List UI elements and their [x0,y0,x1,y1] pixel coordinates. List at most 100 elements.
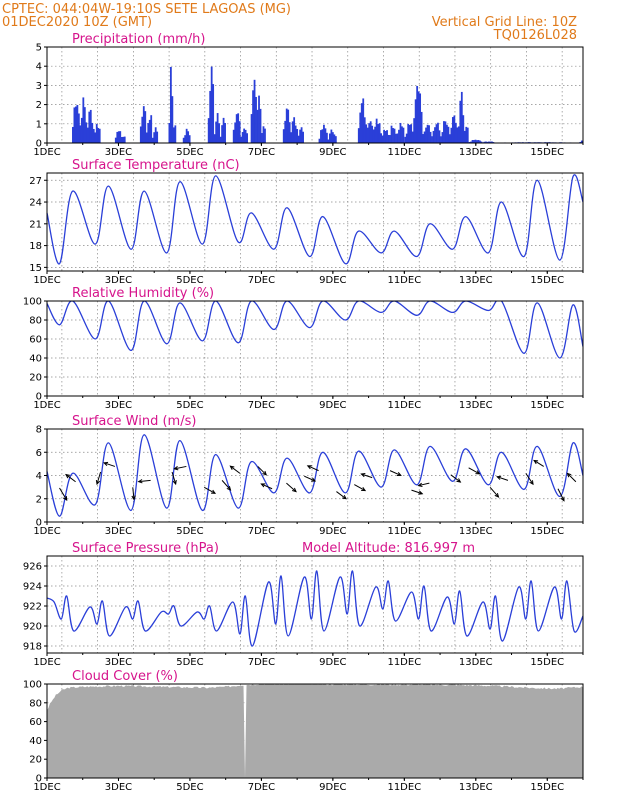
precip-bar [383,129,385,143]
x-tick-label: 9DEC [319,657,346,668]
precip-bar [453,115,456,143]
precip-bar [213,134,216,143]
precip-bar [440,136,442,143]
panel-precip: Precipitation (mm/h) 0 1 2 3 4 5 1DEC 3DEC 5DEC 7D… [33,32,584,158]
wind-arrow-head [260,483,266,488]
precip-bar [207,118,210,143]
precip-bar [184,135,187,143]
wind-arrow-head [311,477,317,482]
y-tick-label: 20 [29,373,42,384]
wind-arrow-shaft [525,473,534,485]
precip-bar [169,66,172,143]
y-tick-label: 18 [29,241,42,252]
x-tick-label: 11DEC [387,275,421,286]
y-tick-label: 924 [23,582,42,593]
precip-bar [89,109,92,143]
precip-bar [386,130,388,143]
wind-arrow-shaft [418,482,430,487]
y-tick-label: 0 [36,392,42,403]
precip-bar [291,121,294,143]
y-tick-label: 6 [36,448,42,459]
precip-bar [378,123,381,143]
x-tick-label: 9DEC [319,275,346,286]
y-tick-label: 918 [23,642,42,653]
precip-bar [215,121,218,143]
wind-arrow-head [131,495,136,501]
panel-temp: Surface Temperature (nC) 15 18 21 24 27 1DEC 3D… [29,158,584,286]
wind-arrow-head [262,470,268,476]
precip-bar [256,109,259,143]
wind-arrow-head [95,479,101,486]
wind-arrow-head [418,490,424,495]
precip-bar [88,111,91,143]
precip-bar [147,123,150,143]
precip-bar [148,119,151,143]
panel-title-pres: Surface Pressure (hPa) [72,541,219,556]
y-tick-label: 80 [29,698,42,709]
series-wind [46,434,584,517]
precip-bar [95,124,98,143]
precip-bar [168,122,171,143]
precip-bar [232,129,235,143]
precip-bar [473,140,475,143]
wind-arrow-shaft [497,476,509,481]
precip-bar [488,141,490,143]
precip-bar [413,118,416,143]
y-tick-label: 5 [36,43,42,54]
panels: Precipitation (mm/h) 0 1 2 3 4 5 1DEC 3DEC 5DEC 7D… [23,32,584,793]
precip-bar [326,132,328,143]
precip-bar [372,129,375,143]
precip-bar [262,126,265,143]
series-rh [47,301,583,359]
precip-bar [450,127,453,143]
precip-bar [238,121,241,143]
y-tick-label: 15 [29,263,42,274]
precip-bar [144,111,147,143]
precip-bar [255,96,257,143]
wind-arrow-shaft [307,465,319,472]
wind-arrow-head [560,496,565,502]
precip-bar [290,132,293,143]
precip-bar [209,90,212,143]
x-tick-label: 5DEC [176,275,203,286]
precip-bar [154,127,157,143]
y-tick-label: 80 [29,316,42,327]
precip-bar [444,121,447,143]
precip-bar [363,117,366,143]
precip-bar [77,113,80,143]
precip-bar [72,126,74,143]
wind-arrow-shaft [103,462,116,467]
wind-arrow-head [342,494,347,500]
y-tick-label: 3 [36,81,42,92]
wind-arrow-head [566,472,572,478]
precip-bar [97,128,100,143]
precip-bar [483,141,486,143]
precip-bar [457,126,460,143]
wind-arrow-shaft [261,483,273,490]
precip-bar [212,84,215,143]
x-tick-label: 15DEC [530,526,564,537]
precip-bar [407,124,410,143]
precip-bar [384,130,387,143]
panel-subtitle-pres: Model Altitude: 816.997 m [302,541,475,556]
x-tick-label: 13DEC [459,275,493,286]
precip-bar [362,98,365,143]
precip-bar [408,125,411,143]
wind-arrow-head [173,466,179,471]
wind-arrow-head [103,461,109,466]
precip-bar [477,139,480,143]
precip-bar [489,141,492,143]
x-tick-label: 15DEC [530,657,564,668]
x-tick-label: 5DEC [176,147,203,158]
x-tick-label: 7DEC [248,782,275,793]
wind-arrow-head [396,472,402,477]
precip-bar [465,126,468,143]
precip-bar [80,117,83,143]
precip-bar [474,139,477,143]
precip-bar [402,127,405,143]
y-tick-label: 4 [36,62,42,73]
x-tick-label: 3DEC [105,147,132,158]
precip-bar [216,113,219,143]
precip-bar [456,127,459,143]
precip-bar [420,111,423,143]
